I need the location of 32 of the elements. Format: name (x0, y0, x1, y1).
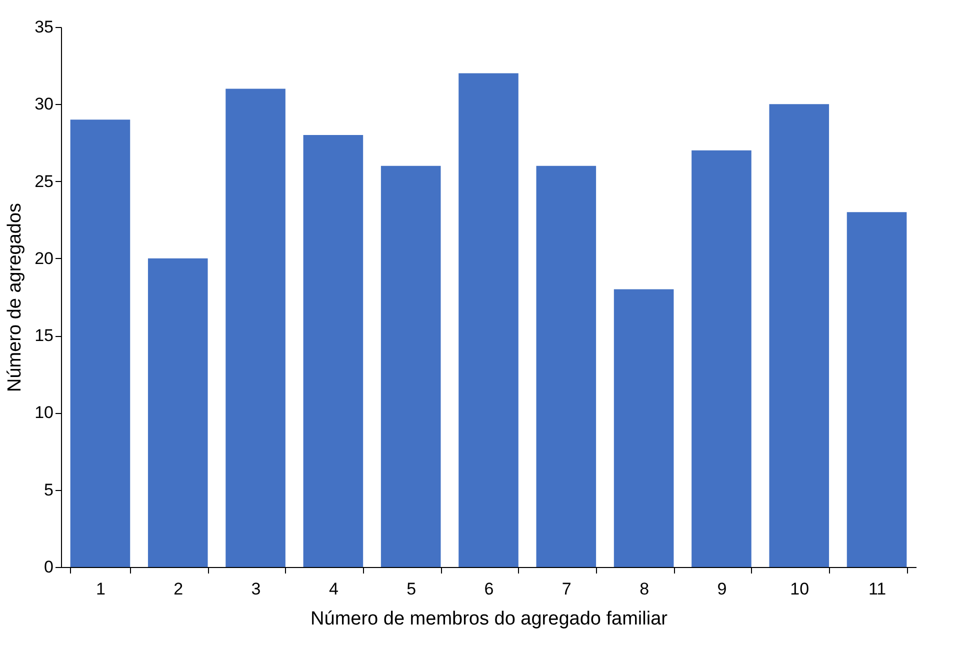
x-tick-label: 1 (96, 580, 106, 598)
y-tick-label: 5 (44, 480, 54, 500)
y-tick-label: 20 (34, 248, 54, 268)
x-tick-label: 4 (328, 580, 338, 598)
bar (692, 150, 752, 567)
x-tick-label: 5 (406, 580, 416, 598)
bar (70, 120, 130, 567)
y-tick-label: 0 (44, 558, 54, 576)
y-tick-label: 15 (34, 326, 54, 346)
bar (458, 73, 518, 567)
x-tick-label: 8 (640, 580, 650, 598)
x-tick-label: 3 (251, 580, 261, 598)
bar (380, 166, 441, 567)
x-tick-label: 11 (868, 580, 886, 598)
y-tick-label: 30 (34, 94, 54, 114)
bar (769, 104, 830, 567)
x-tick-label: 10 (790, 580, 810, 598)
bar (614, 289, 674, 567)
x-tick-label: 7 (562, 580, 572, 598)
bar (148, 258, 208, 567)
x-tick-label: 2 (174, 580, 184, 598)
bar (536, 166, 596, 567)
bar (846, 212, 907, 567)
x-tick-label: 9 (717, 580, 727, 598)
y-tick-label: 35 (34, 18, 54, 36)
bar (226, 88, 286, 567)
y-tick-label: 25 (34, 172, 54, 191)
bar (303, 135, 364, 567)
y-tick-label: 10 (34, 403, 54, 422)
x-axis-title: Número de membros do agregado familiar (310, 608, 668, 630)
x-tick-label: 6 (484, 580, 494, 598)
y-axis-title: Número de agregados (4, 202, 26, 392)
